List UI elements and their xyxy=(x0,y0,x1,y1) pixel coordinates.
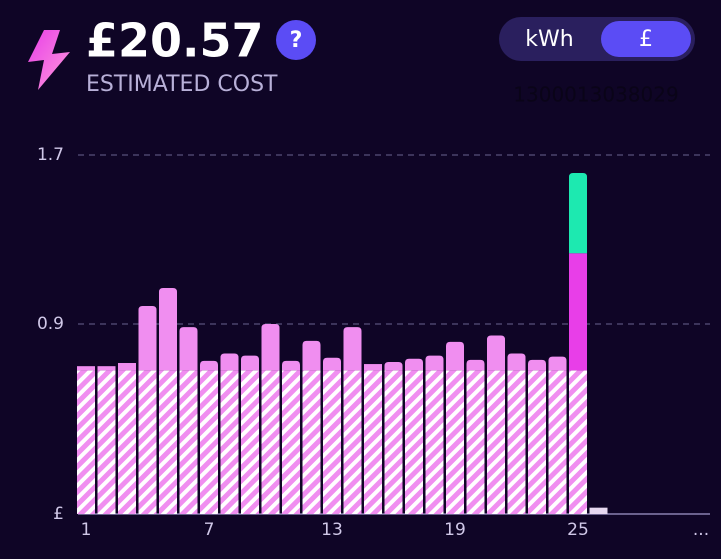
bar-segment xyxy=(425,370,444,514)
bar-segment xyxy=(364,370,382,514)
bar-segment xyxy=(323,357,341,371)
bar-segment xyxy=(507,353,526,371)
help-button[interactable] xyxy=(276,20,316,60)
x-tick-label: 13 xyxy=(321,520,343,540)
bar-segment xyxy=(343,370,362,514)
bar-segment xyxy=(569,172,587,254)
bar-segment xyxy=(528,359,546,371)
y-tick-label: 1.7 xyxy=(37,145,64,165)
bar-segment xyxy=(384,361,403,371)
x-tick-label: 25 xyxy=(567,520,589,540)
x-tick-label: 7 xyxy=(204,520,215,540)
toggle-option[interactable]: kWh xyxy=(525,27,573,52)
bar-segment xyxy=(405,370,423,514)
toggle-selected[interactable] xyxy=(601,21,691,57)
bar-segment xyxy=(282,360,300,371)
bar-segment xyxy=(589,507,608,514)
bar-segment xyxy=(220,353,239,371)
bar-segment xyxy=(364,364,382,371)
bar-segment xyxy=(569,253,587,371)
bar-segment xyxy=(138,370,157,514)
bar-segment xyxy=(466,370,485,514)
bar-segment xyxy=(302,370,321,514)
bar-segment xyxy=(569,370,587,514)
x-tick-label: 1 xyxy=(81,520,92,540)
bar-segment xyxy=(548,356,567,371)
bar-segment xyxy=(425,355,444,371)
bar-segment xyxy=(261,323,280,371)
bar-segment xyxy=(159,288,177,371)
bar-segment xyxy=(384,370,403,514)
bar-segment xyxy=(548,370,567,514)
bar-segment xyxy=(179,327,198,371)
bar-segment xyxy=(179,370,198,514)
bar-segment xyxy=(241,355,259,371)
toggle-option[interactable]: £ xyxy=(639,27,653,52)
bar-segment xyxy=(487,335,505,371)
y-tick-label: 0.9 xyxy=(37,314,64,334)
x-tick-label: ... xyxy=(693,520,709,540)
bolt-icon xyxy=(28,30,70,90)
bar-segment xyxy=(118,363,136,371)
bar-segment xyxy=(241,370,259,514)
bar-segment xyxy=(466,359,485,371)
bar-segment xyxy=(97,366,116,371)
bar-segment xyxy=(487,370,505,514)
bar-segment xyxy=(343,327,362,371)
bar-segment xyxy=(261,370,280,514)
bar-segment xyxy=(200,370,218,514)
bar-segment xyxy=(302,340,321,371)
bar-segment xyxy=(97,370,116,514)
y-tick-label: £ xyxy=(53,504,64,524)
bar-segment xyxy=(282,370,300,514)
amount: £20.57 xyxy=(86,14,264,68)
bar-segment xyxy=(323,370,341,514)
bar-segment xyxy=(446,341,464,371)
bar-segment xyxy=(405,358,423,371)
help-label[interactable]: ? xyxy=(290,28,303,53)
x-tick-label: 19 xyxy=(444,520,466,540)
bar-segment xyxy=(118,370,136,514)
bar-segment xyxy=(528,370,546,514)
meter-id: 1300013038029 xyxy=(513,83,678,107)
caption: ESTIMATED COST xyxy=(86,72,278,97)
bar-segment xyxy=(138,305,157,371)
bar-segment xyxy=(507,370,526,514)
bar-segment xyxy=(77,366,95,371)
bar-segment xyxy=(220,370,239,514)
bar-segment xyxy=(200,360,218,371)
bar-segment xyxy=(159,370,177,514)
bar-segment xyxy=(77,370,95,514)
bar-segment xyxy=(446,370,464,514)
